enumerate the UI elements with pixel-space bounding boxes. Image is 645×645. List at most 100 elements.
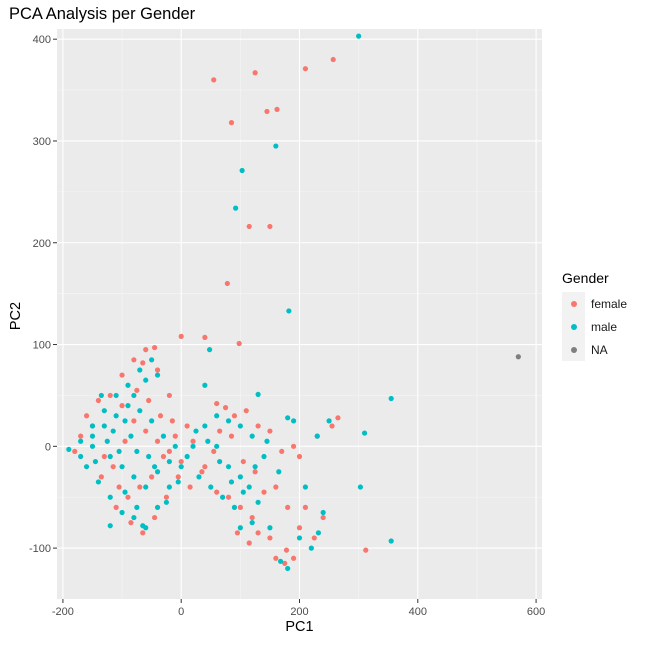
- x-axis-title: PC1: [285, 619, 314, 635]
- data-point: [175, 474, 181, 480]
- data-point: [285, 504, 291, 510]
- data-point: [267, 525, 273, 531]
- data-point: [66, 446, 72, 452]
- data-point: [314, 433, 320, 439]
- legend-item-female: female: [562, 292, 627, 315]
- data-point: [267, 223, 273, 230]
- data-point: [119, 464, 125, 470]
- data-point: [107, 494, 113, 500]
- data-point: [98, 474, 104, 480]
- legend-item-na: NA: [562, 338, 627, 361]
- data-point: [261, 489, 267, 495]
- data-point: [231, 413, 238, 419]
- data-point: [311, 535, 317, 541]
- data-point: [172, 443, 178, 449]
- data-point: [285, 565, 291, 572]
- data-point: [116, 448, 122, 455]
- data-point: [286, 308, 292, 314]
- data-point: [193, 428, 199, 434]
- x-tick-label: 200: [290, 606, 308, 618]
- data-point: [95, 479, 102, 485]
- y-tick-label: -100: [29, 543, 51, 555]
- data-point: [202, 334, 208, 341]
- data-point: [320, 514, 326, 521]
- data-point: [78, 453, 84, 460]
- x-tick-label: -200: [52, 606, 74, 618]
- legend-title: Gender: [562, 270, 609, 286]
- data-point: [356, 33, 362, 39]
- data-point: [172, 433, 178, 439]
- data-point: [388, 538, 394, 544]
- data-point: [302, 66, 309, 72]
- data-point: [217, 458, 223, 465]
- legend-label-male: male: [591, 319, 618, 334]
- data-point: [149, 474, 155, 480]
- data-point: [166, 458, 172, 465]
- data-point: [187, 484, 193, 490]
- data-point: [225, 418, 232, 424]
- data-point: [116, 484, 122, 490]
- data-point: [315, 530, 322, 536]
- data-point: [122, 438, 128, 444]
- data-point: [267, 428, 273, 434]
- data-point: [208, 484, 214, 490]
- data-point: [249, 433, 255, 439]
- data-point: [72, 448, 78, 455]
- data-point: [169, 418, 175, 424]
- data-point: [239, 167, 245, 174]
- data-point: [357, 484, 364, 490]
- data-point: [190, 438, 196, 444]
- data-point: [92, 458, 99, 465]
- series-female: [72, 56, 369, 566]
- data-point: [290, 418, 297, 424]
- data-point: [140, 523, 146, 529]
- data-point: [228, 120, 235, 126]
- y-tick-label: 100: [33, 340, 51, 352]
- data-point: [273, 143, 279, 149]
- data-point: [113, 504, 119, 510]
- data-point: [113, 392, 119, 399]
- data-point: [101, 408, 107, 414]
- data-point: [184, 453, 190, 460]
- data-point: [202, 382, 208, 388]
- data-point: [252, 469, 258, 475]
- data-point: [196, 474, 202, 480]
- data-point: [154, 504, 161, 510]
- data-point: [119, 509, 125, 516]
- data-point: [113, 413, 119, 419]
- y-axis-title: PC2: [8, 301, 24, 331]
- data-point: [249, 514, 255, 521]
- y-tick-label: 200: [33, 238, 51, 250]
- data-point: [154, 367, 161, 373]
- data-point: [211, 77, 217, 83]
- data-point: [125, 403, 131, 409]
- data-point: [154, 438, 161, 444]
- data-point: [283, 547, 290, 553]
- data-point: [163, 499, 170, 505]
- data-point: [361, 430, 368, 436]
- data-point: [89, 423, 96, 429]
- data-point: [214, 400, 220, 407]
- data-point: [131, 418, 137, 424]
- data-point: [178, 464, 184, 470]
- data-point: [163, 494, 170, 500]
- data-point: [225, 464, 232, 470]
- data-point: [246, 540, 252, 546]
- data-point: [240, 458, 246, 465]
- data-point: [290, 443, 297, 449]
- data-point: [329, 423, 335, 429]
- data-point: [137, 367, 143, 373]
- data-point: [205, 438, 211, 444]
- data-point: [107, 392, 113, 399]
- data-point: [237, 474, 243, 480]
- data-point: [151, 344, 158, 351]
- data-point: [146, 453, 152, 460]
- data-point: [233, 205, 239, 211]
- data-point: [134, 504, 140, 510]
- data-point: [236, 340, 242, 347]
- data-point: [277, 558, 284, 564]
- data-point: [285, 415, 291, 421]
- data-point: [273, 484, 279, 490]
- data-point: [224, 280, 230, 287]
- data-point: [131, 474, 137, 480]
